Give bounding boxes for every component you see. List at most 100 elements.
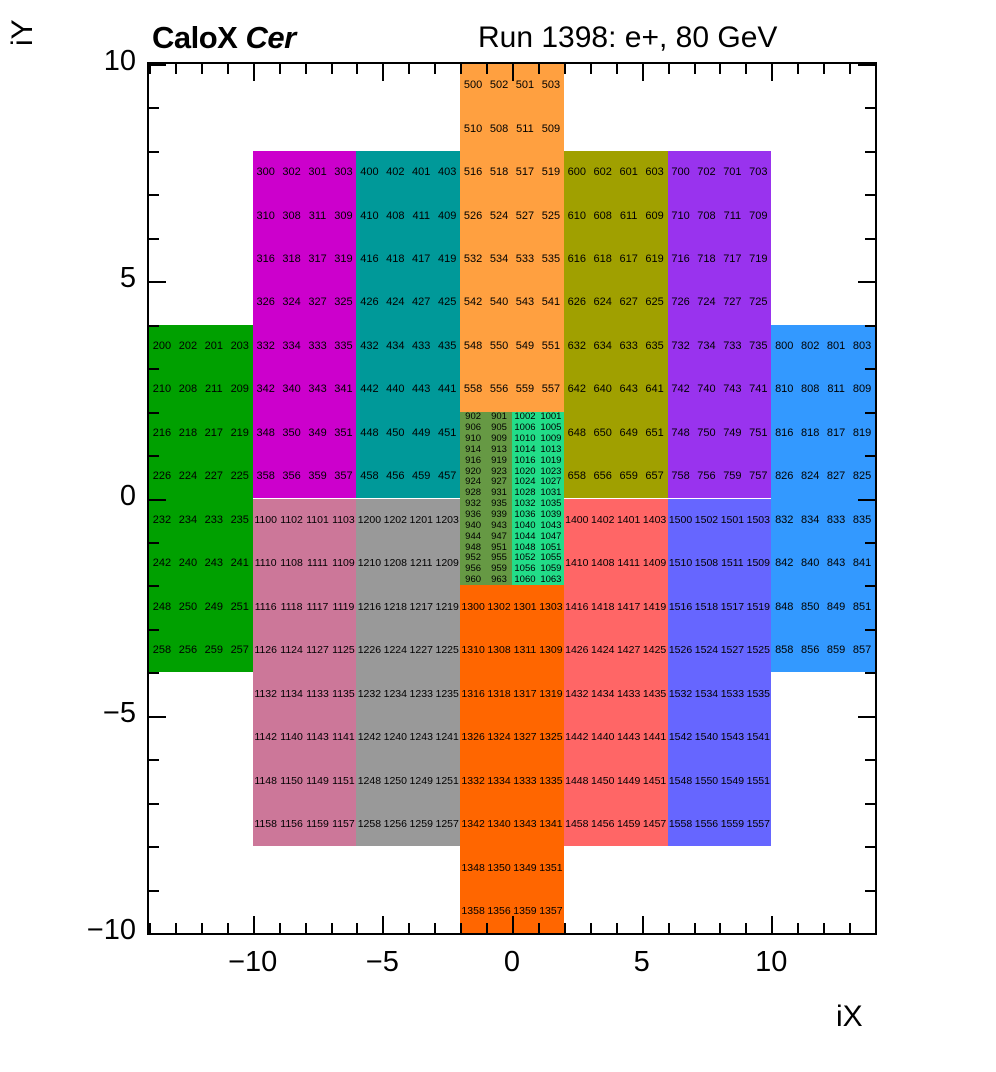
channel-cell[interactable]: 632	[564, 325, 590, 368]
channel-cell[interactable]: 1233	[408, 672, 434, 715]
channel-cell[interactable]: 443	[408, 368, 434, 411]
channel-cell[interactable]: 1358	[460, 890, 486, 933]
channel-cell[interactable]: 1006	[512, 422, 538, 433]
channel-cell[interactable]: 602	[590, 151, 616, 194]
channel-cell[interactable]: 824	[797, 455, 823, 498]
channel-cell[interactable]: 914	[460, 444, 486, 455]
module-1000[interactable]: 1002 1001 1006 1005 1010 1009 1014 1013 1016 1019…	[512, 411, 564, 586]
channel-cell[interactable]: 202	[175, 325, 201, 368]
channel-cell[interactable]: 741	[745, 368, 771, 411]
channel-cell[interactable]: 718	[693, 238, 719, 281]
channel-cell[interactable]: 1518	[693, 585, 719, 628]
channel-cell[interactable]: 227	[201, 455, 227, 498]
module-500[interactable]: 500 502 501 503 510 508 511 509 516 518 517 519 526 5…	[460, 64, 564, 412]
channel-cell[interactable]: 1202	[382, 499, 408, 542]
channel-cell[interactable]: 618	[590, 238, 616, 281]
channel-cell[interactable]: 1016	[512, 455, 538, 466]
channel-cell[interactable]: 251	[227, 585, 253, 628]
channel-cell[interactable]: 1101	[305, 499, 331, 542]
channel-cell[interactable]: 649	[616, 412, 642, 455]
channel-cell[interactable]: 1250	[382, 759, 408, 802]
channel-cell[interactable]: 316	[253, 238, 279, 281]
channel-cell[interactable]: 827	[823, 455, 849, 498]
channel-cell[interactable]: 500	[460, 64, 486, 107]
channel-cell[interactable]: 825	[849, 455, 875, 498]
channel-cell[interactable]: 1005	[538, 422, 564, 433]
channel-cell[interactable]: 1434	[590, 672, 616, 715]
channel-cell[interactable]: 1525	[745, 629, 771, 672]
channel-cell[interactable]: 1224	[382, 629, 408, 672]
channel-cell[interactable]: 1327	[512, 716, 538, 759]
channel-cell[interactable]: 434	[382, 325, 408, 368]
channel-cell[interactable]: 1458	[564, 803, 590, 846]
channel-cell[interactable]: 225	[227, 455, 253, 498]
channel-cell[interactable]: 1427	[616, 629, 642, 672]
channel-cell[interactable]: 1433	[616, 672, 642, 715]
channel-cell[interactable]: 1526	[668, 629, 694, 672]
channel-cell[interactable]: 300	[253, 151, 279, 194]
channel-cell[interactable]: 1149	[305, 759, 331, 802]
channel-cell[interactable]: 841	[849, 542, 875, 585]
channel-cell[interactable]: 1516	[668, 585, 694, 628]
channel-cell[interactable]: 732	[668, 325, 694, 368]
channel-cell[interactable]: 326	[253, 281, 279, 324]
channel-cell[interactable]: 343	[305, 368, 331, 411]
channel-cell[interactable]: 600	[564, 151, 590, 194]
channel-cell[interactable]: 1532	[668, 672, 694, 715]
channel-cell[interactable]: 955	[486, 553, 512, 564]
channel-cell[interactable]: 410	[356, 194, 382, 237]
channel-cell[interactable]: 1524	[693, 629, 719, 672]
channel-cell[interactable]: 1148	[253, 759, 279, 802]
channel-cell[interactable]: 1002	[512, 412, 538, 423]
channel-cell[interactable]: 1400	[564, 499, 590, 542]
channel-cell[interactable]: 257	[227, 629, 253, 672]
channel-cell[interactable]: 1301	[512, 585, 538, 628]
channel-cell[interactable]: 1258	[356, 803, 382, 846]
channel-cell[interactable]: 543	[512, 281, 538, 324]
channel-cell[interactable]: 743	[719, 368, 745, 411]
channel-cell[interactable]: 1341	[538, 803, 564, 846]
channel-cell[interactable]: 850	[797, 585, 823, 628]
channel-cell[interactable]: 1158	[253, 803, 279, 846]
channel-cell[interactable]: 233	[201, 498, 227, 541]
channel-cell[interactable]: 960	[460, 575, 486, 586]
channel-cell[interactable]: 840	[797, 542, 823, 585]
channel-cell[interactable]: 923	[486, 466, 512, 477]
channel-cell[interactable]: 1441	[642, 716, 668, 759]
channel-cell[interactable]: 240	[175, 542, 201, 585]
channel-cell[interactable]: 717	[719, 238, 745, 281]
channel-cell[interactable]: 526	[460, 194, 486, 237]
channel-cell[interactable]: 510	[460, 107, 486, 150]
channel-cell[interactable]: 848	[771, 585, 797, 628]
channel-cell[interactable]: 603	[642, 151, 668, 194]
channel-cell[interactable]: 1332	[460, 759, 486, 802]
channel-cell[interactable]: 435	[434, 325, 460, 368]
channel-cell[interactable]: 1508	[693, 542, 719, 585]
channel-cell[interactable]: 1126	[253, 629, 279, 672]
channel-cell[interactable]: 1048	[512, 542, 538, 553]
channel-cell[interactable]: 956	[460, 564, 486, 575]
channel-cell[interactable]: 1403	[642, 499, 668, 542]
channel-cell[interactable]: 1343	[512, 803, 538, 846]
channel-cell[interactable]: 725	[745, 281, 771, 324]
channel-cell[interactable]: 540	[486, 281, 512, 324]
channel-cell[interactable]: 335	[330, 325, 356, 368]
channel-cell[interactable]: 1100	[253, 499, 279, 542]
channel-cell[interactable]: 1340	[486, 803, 512, 846]
channel-cell[interactable]: 451	[434, 412, 460, 455]
channel-cell[interactable]: 832	[771, 498, 797, 541]
channel-cell[interactable]: 524	[486, 194, 512, 237]
channel-cell[interactable]: 935	[486, 498, 512, 509]
channel-cell[interactable]: 1035	[538, 498, 564, 509]
channel-cell[interactable]: 559	[512, 368, 538, 411]
channel-cell[interactable]: 716	[668, 238, 694, 281]
channel-cell[interactable]: 1248	[356, 759, 382, 802]
channel-cell[interactable]: 517	[512, 151, 538, 194]
channel-cell[interactable]: 1124	[279, 629, 305, 672]
channel-cell[interactable]: 419	[434, 238, 460, 281]
channel-cell[interactable]: 625	[642, 281, 668, 324]
channel-cell[interactable]: 351	[330, 412, 356, 455]
channel-cell[interactable]: 1542	[668, 716, 694, 759]
channel-cell[interactable]: 1132	[253, 672, 279, 715]
channel-cell[interactable]: 1040	[512, 520, 538, 531]
